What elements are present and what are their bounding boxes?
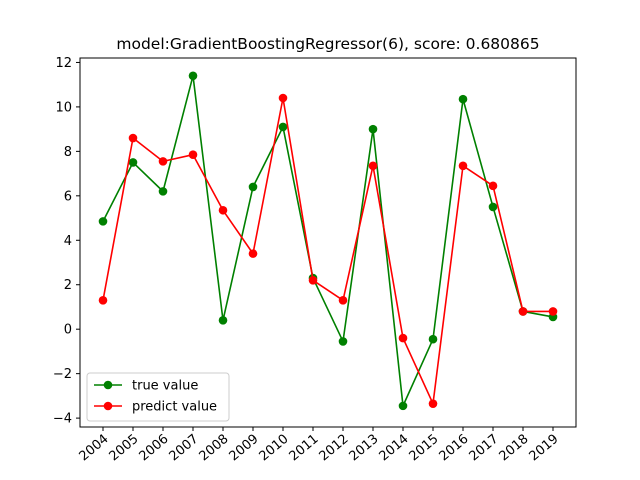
x-tick-label: 2008 <box>197 432 232 465</box>
y-tick-label: 10 <box>55 100 72 115</box>
legend: true value predict value <box>86 372 230 422</box>
data-point-predict-value <box>158 157 168 166</box>
axes-frame <box>79 57 577 428</box>
data-point-predict-value <box>518 307 528 316</box>
data-point-predict-value <box>218 205 228 215</box>
x-tick-label: 2010 <box>257 432 292 465</box>
data-point-true-value <box>218 316 228 325</box>
data-point-true-value <box>368 124 378 134</box>
legend-label: true value <box>132 379 198 394</box>
data-point-predict-value <box>548 307 558 316</box>
x-tick-label: 2009 <box>227 432 262 465</box>
x-tick-label: 2011 <box>287 432 322 465</box>
data-point-predict-value <box>248 249 258 258</box>
x-tick-label: 2014 <box>377 432 412 465</box>
y-tick-label: 12 <box>55 56 72 71</box>
data-point-true-value <box>278 122 288 132</box>
data-point-true-value <box>158 187 168 196</box>
x-tick-label: 2015 <box>407 432 442 465</box>
legend-label: predict value <box>132 400 217 415</box>
legend-marker <box>103 380 113 390</box>
x-tick-label: 2016 <box>437 432 472 465</box>
data-point-true-value <box>488 202 498 212</box>
x-tick-label: 2004 <box>77 432 112 465</box>
y-tick-label: 8 <box>64 145 72 160</box>
y-tick-label: 4 <box>64 234 72 249</box>
data-point-predict-value <box>368 161 378 171</box>
data-point-true-value <box>428 334 438 344</box>
legend-marker <box>103 401 113 411</box>
x-tick-label: 2019 <box>527 432 562 465</box>
data-point-true-value <box>98 217 108 226</box>
data-point-predict-value <box>488 181 498 191</box>
x-tick-label: 2017 <box>467 432 502 465</box>
data-point-predict-value <box>98 295 108 305</box>
data-point-true-value <box>398 401 408 411</box>
data-point-true-value <box>188 71 198 81</box>
data-point-predict-value <box>458 161 468 171</box>
data-point-predict-value <box>128 133 138 143</box>
data-point-true-value <box>128 158 138 167</box>
series-line-true-value <box>102 74 554 407</box>
x-tick-label: 2005 <box>107 432 142 465</box>
x-tick-label: 2018 <box>497 432 532 465</box>
y-tick-label: −4 <box>53 412 72 427</box>
x-tick-label: 2013 <box>347 432 382 465</box>
y-tick-label: −2 <box>53 367 72 382</box>
chart-title: model:GradientBoostingRegressor(6), scor… <box>116 35 539 53</box>
y-tick-label: 0 <box>64 323 72 338</box>
x-tick-label: 2007 <box>167 432 202 465</box>
data-point-true-value <box>458 94 468 104</box>
y-tick-label: 6 <box>64 189 72 204</box>
data-point-predict-value <box>428 399 438 408</box>
x-tick-label: 2012 <box>317 432 352 465</box>
y-tick-label: 2 <box>64 278 72 293</box>
data-point-true-value <box>338 337 348 346</box>
data-point-predict-value <box>338 295 348 305</box>
series-line-predict-value <box>102 97 553 405</box>
x-tick-label: 2006 <box>137 432 172 465</box>
data-point-predict-value <box>188 150 198 159</box>
legend-box <box>86 372 230 422</box>
data-point-predict-value <box>398 333 408 343</box>
data-point-predict-value <box>308 275 318 285</box>
data-point-predict-value <box>278 93 288 103</box>
data-point-true-value <box>248 182 258 192</box>
